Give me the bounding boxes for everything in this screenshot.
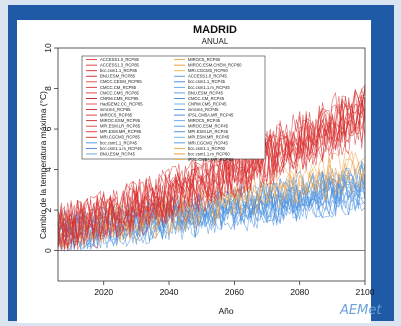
- legend-entry: MIROC5_RCP45: [188, 118, 221, 123]
- legend-entry: CMCC.CESM_RCP85: [100, 79, 142, 84]
- legend-entry: BNU.ESM_RCP85: [100, 74, 136, 79]
- series-line-rcp85: [57, 100, 366, 252]
- legend-entry: BNU.ESM_RCP45: [100, 151, 136, 156]
- x-tick-label: 2080: [290, 287, 309, 297]
- legend-box: [81, 55, 266, 160]
- legend-entry: BNU.ESM_RCP45: [188, 90, 224, 95]
- legend-entry: bcc.csm1.1_RCP45: [100, 140, 138, 145]
- legend-entry: MRI.CGCM3_RCP45: [188, 140, 228, 145]
- x-tick-label: 2100: [356, 287, 375, 297]
- x-tick-label: 2020: [94, 287, 113, 297]
- legend-entry: inmcm4_RCP85: [100, 107, 131, 112]
- legend-entry: IPSL.CM5A.MR_RCP60: [188, 157, 234, 162]
- x-axis: 2020 2040 2060 2080 2100: [94, 281, 375, 297]
- legend-entry: inmcm4_RCP45: [188, 107, 219, 112]
- y-tick-label: 0: [43, 248, 53, 253]
- legend-entry: MPI.ESM.MR_RCP45: [188, 135, 230, 140]
- legend-entry: bcc.csm1.1_RCP45: [188, 79, 226, 84]
- legend-entry: MPI.ESM.LR_RCP85: [100, 124, 141, 129]
- y-axis-label: Cambio de la temperatura máxima (°C): [38, 91, 48, 239]
- y-axis: 0 2 4 6 8 10: [43, 43, 58, 253]
- legend-entry: MIROC.ESM_RCP85: [100, 118, 141, 123]
- legend-entry: CNRM.CM5_RCP85: [100, 96, 139, 101]
- x-axis-label: Año: [218, 306, 233, 316]
- legend-entry: CNRM.CM5_RCP45: [188, 101, 227, 106]
- legend-entry: HadGEM2.CC_RCP85: [100, 101, 143, 106]
- aemet-logo: AEMet: [339, 303, 382, 318]
- y-tick-label: 6: [43, 126, 53, 131]
- series-line-rcp60: [57, 159, 366, 250]
- legend-entry: bcc.csm1.1.m_RCP45: [100, 146, 142, 151]
- x-tick-label: 2060: [225, 287, 244, 297]
- plot-border: [57, 47, 366, 282]
- y-tick-label: 4: [43, 167, 53, 172]
- legend-entry: bcc.csm1.1.m_RCP60: [188, 151, 230, 156]
- legend-entry: CMCC.CM_RCP85: [100, 85, 137, 90]
- legend: ACCESS1.0_RCP85ACCESS1.3_RCP85bcc.csm1.1…: [81, 55, 266, 162]
- legend-entry: ACCESS1.3_RCP85: [100, 63, 140, 68]
- series-line-rcp60: [57, 161, 366, 249]
- series-line-rcp85: [57, 96, 366, 244]
- legend-entry: bcc.csm1.1_RCP85: [100, 68, 138, 73]
- x-tick-label: 2040: [160, 287, 179, 297]
- series-line-rcp45: [57, 179, 366, 251]
- series-lines: [57, 83, 366, 253]
- legend-entry: MRI.CGCM3_RCP85: [100, 135, 140, 140]
- series-line-rcp85: [57, 84, 366, 249]
- legend-entry: CMCC.CM_RCP45: [188, 96, 225, 101]
- chart-title: MADRID: [193, 24, 237, 36]
- y-tick-label: 2: [43, 207, 53, 212]
- series-line-rcp45: [57, 183, 366, 250]
- legend-entry: MIROC5_RCP85: [100, 113, 133, 118]
- series-line-rcp85: [57, 102, 366, 251]
- legend-entry: bcc.csm1.1_RCP60: [188, 146, 226, 151]
- legend-entry: MIROC5_RCP60: [188, 57, 221, 62]
- legend-entry: IPSL.CM5A.MR_RCP45: [188, 113, 234, 118]
- legend-entry: ACCESS1.0_RCP85: [100, 57, 140, 62]
- y-tick-label: 10: [43, 43, 53, 53]
- chart-subtitle: ANUAL: [202, 37, 229, 46]
- legend-entry: MIROC.ESM_RCP45: [188, 124, 229, 129]
- series-line-rcp85: [57, 101, 366, 249]
- legend-entry: MIROC.ESM.CHEM_RCP60: [188, 63, 242, 68]
- y-tick-label: 8: [43, 86, 53, 91]
- legend-entry: MPI.ESM.MR_RCP85: [100, 129, 142, 134]
- legend-entry: MRI.CGCM3_RCP60: [188, 68, 228, 73]
- legend-entry: bcc.csm1.1.m_RCP45: [188, 85, 230, 90]
- series-line-rcp45: [57, 175, 366, 250]
- legend-entry: MPI.ESM.LR_RCP45: [188, 129, 229, 134]
- legend-entry: ACCESS1.0_RCP45: [188, 74, 228, 79]
- legend-entry: CMCC.CMS_RCP85: [100, 90, 140, 95]
